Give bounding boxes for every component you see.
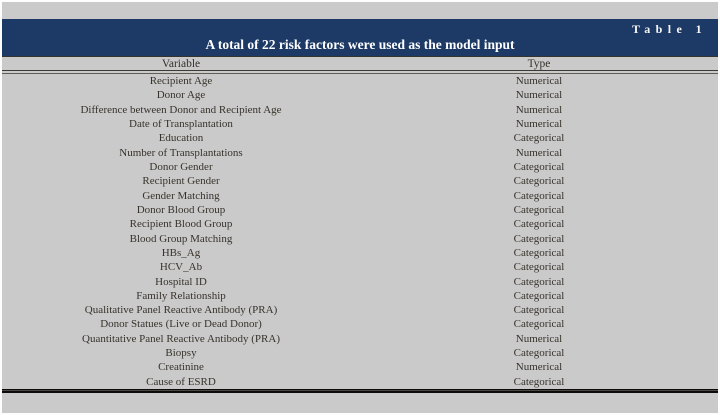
variable-cell: Date of Transplantation [129,118,233,131]
table-body: Recipient Age Numerical Donor Age Numeri… [2,74,718,389]
header-divider-rule [2,70,718,74]
table-row: Qualitative Panel Reactive Antibody (PRA… [2,303,718,317]
variable-cell: Donor Gender [149,161,213,174]
variable-cell: Number of Transplantations [119,146,243,159]
type-cell: Categorical [513,304,565,317]
type-cell: Categorical [513,232,565,245]
type-cell: Numerical [515,332,563,345]
table-row: Donor Age Numerical [2,88,718,102]
type-cell: Categorical [513,161,565,174]
variable-cell: Education [158,132,204,145]
variable-cell: Donor Blood Group [136,203,226,216]
type-cell: Numerical [515,118,563,131]
type-cell: Categorical [513,246,565,259]
variable-cell: Cause of ESRD [146,375,216,388]
table-header-row: Variable Type [2,57,718,70]
type-cell: Categorical [513,375,565,388]
variable-cell: Gender Matching [142,189,220,202]
variable-cell: Recipient Blood Group [129,218,233,231]
type-cell: Categorical [513,347,565,360]
variable-cell: HBs_Ag [161,246,201,259]
table-row: Donor Gender Categorical [2,160,718,174]
type-cell: Categorical [513,261,565,274]
variable-cell: Hospital ID [155,275,207,288]
type-cell: Categorical [513,175,565,188]
table-row: Donor Statues (Live or Dead Donor) Categ… [2,317,718,331]
table-row: Creatinine Numerical [2,360,718,374]
variable-cell: Donor Age [156,89,206,102]
table-row: Number of Transplantations Numerical [2,146,718,160]
table-row: Date of Transplantation Numerical [2,117,718,131]
type-cell: Numerical [515,89,563,102]
table-row: Recipient Age Numerical [2,74,718,88]
type-cell: Categorical [513,203,565,216]
type-cell: Categorical [513,132,565,145]
table-row: Donor Blood Group Categorical [2,203,718,217]
variable-cell: Family Relationship [136,289,226,302]
type-cell: Categorical [513,289,565,302]
type-cell: Numerical [515,103,563,116]
variable-cell: Donor Statues (Live or Dead Donor) [100,318,262,331]
variable-cell: HCV_Ab [159,261,203,274]
variable-cell: Qualitative Panel Reactive Antibody (PRA… [84,304,278,317]
table-row: Education Categorical [2,131,718,145]
variable-cell: Recipient Age [149,75,213,88]
table-row: Recipient Blood Group Categorical [2,217,718,231]
table-row: Family Relationship Categorical [2,289,718,303]
type-cell: Categorical [513,275,565,288]
type-cell: Numerical [515,361,563,374]
variable-cell: Difference between Donor and Recipient A… [80,103,282,116]
table-row: Quantitative Panel Reactive Antibody (PR… [2,332,718,346]
table-row: Recipient Gender Categorical [2,174,718,188]
type-cell: Categorical [513,318,565,331]
variable-cell: Recipient Gender [142,175,220,188]
table-row: Blood Group Matching Categorical [2,231,718,245]
type-cell: Categorical [513,189,565,202]
type-cell: Categorical [513,218,565,231]
table-row: Difference between Donor and Recipient A… [2,103,718,117]
table-row: Hospital ID Categorical [2,274,718,288]
table-row: HCV_Ab Categorical [2,260,718,274]
table-row: HBs_Ag Categorical [2,246,718,260]
table-number-label: Table 1 [631,22,707,36]
column-header-variable: Variable [161,57,201,70]
variable-cell: Biopsy [165,347,197,360]
table-caption: A total of 22 risk factors were used as … [205,37,515,52]
table-row: Biopsy Categorical [2,346,718,360]
variable-cell: Quantitative Panel Reactive Antibody (PR… [82,332,280,345]
variable-cell: Creatinine [158,361,204,374]
variable-cell: Blood Group Matching [129,232,233,245]
table-bottom-rule [2,388,718,393]
type-cell: Numerical [515,75,563,88]
table-row: Cause of ESRD Categorical [2,375,718,389]
table-row: Gender Matching Categorical [2,189,718,203]
column-header-type: Type [527,57,551,70]
table-title-band: Table 1 A total of 22 risk factors were … [2,19,718,57]
type-cell: Numerical [515,146,563,159]
